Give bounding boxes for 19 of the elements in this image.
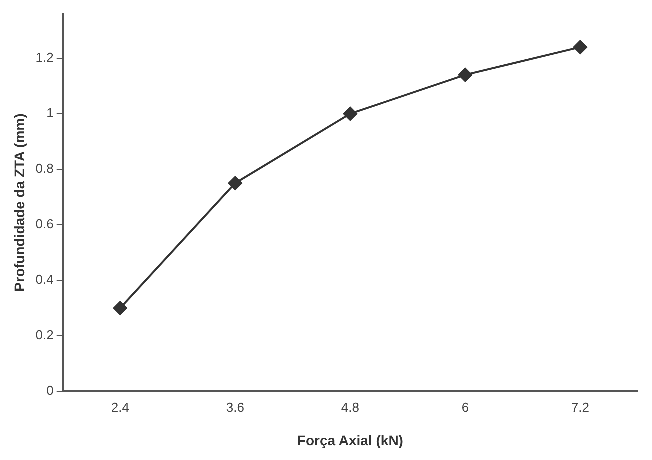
x-tick-label: 3.6 [226, 400, 244, 415]
y-tick-label: 0.4 [36, 272, 54, 288]
x-tick-label: 2.4 [111, 400, 130, 415]
y-tick-label: 1 [46, 106, 54, 121]
y-tick-label: 0 [46, 383, 54, 398]
x-tick-label: 4.8 [341, 400, 360, 415]
y-tick-label: 0.8 [36, 161, 54, 176]
y-tick-label: 0.2 [36, 328, 54, 343]
point [458, 68, 472, 82]
x-tick-label: 6 [462, 400, 470, 415]
x-axis-title: Força Axial (kN) [297, 432, 404, 448]
y-tick-label: 0.6 [36, 216, 54, 232]
x-tick-label: 7.2 [571, 400, 590, 415]
point [228, 176, 242, 190]
point [343, 106, 358, 121]
point [573, 40, 588, 54]
point [113, 301, 128, 316]
y-axis-title: Profundidade da ZTA (mm) [11, 114, 28, 292]
y-tick-label: 1.2 [36, 50, 54, 65]
